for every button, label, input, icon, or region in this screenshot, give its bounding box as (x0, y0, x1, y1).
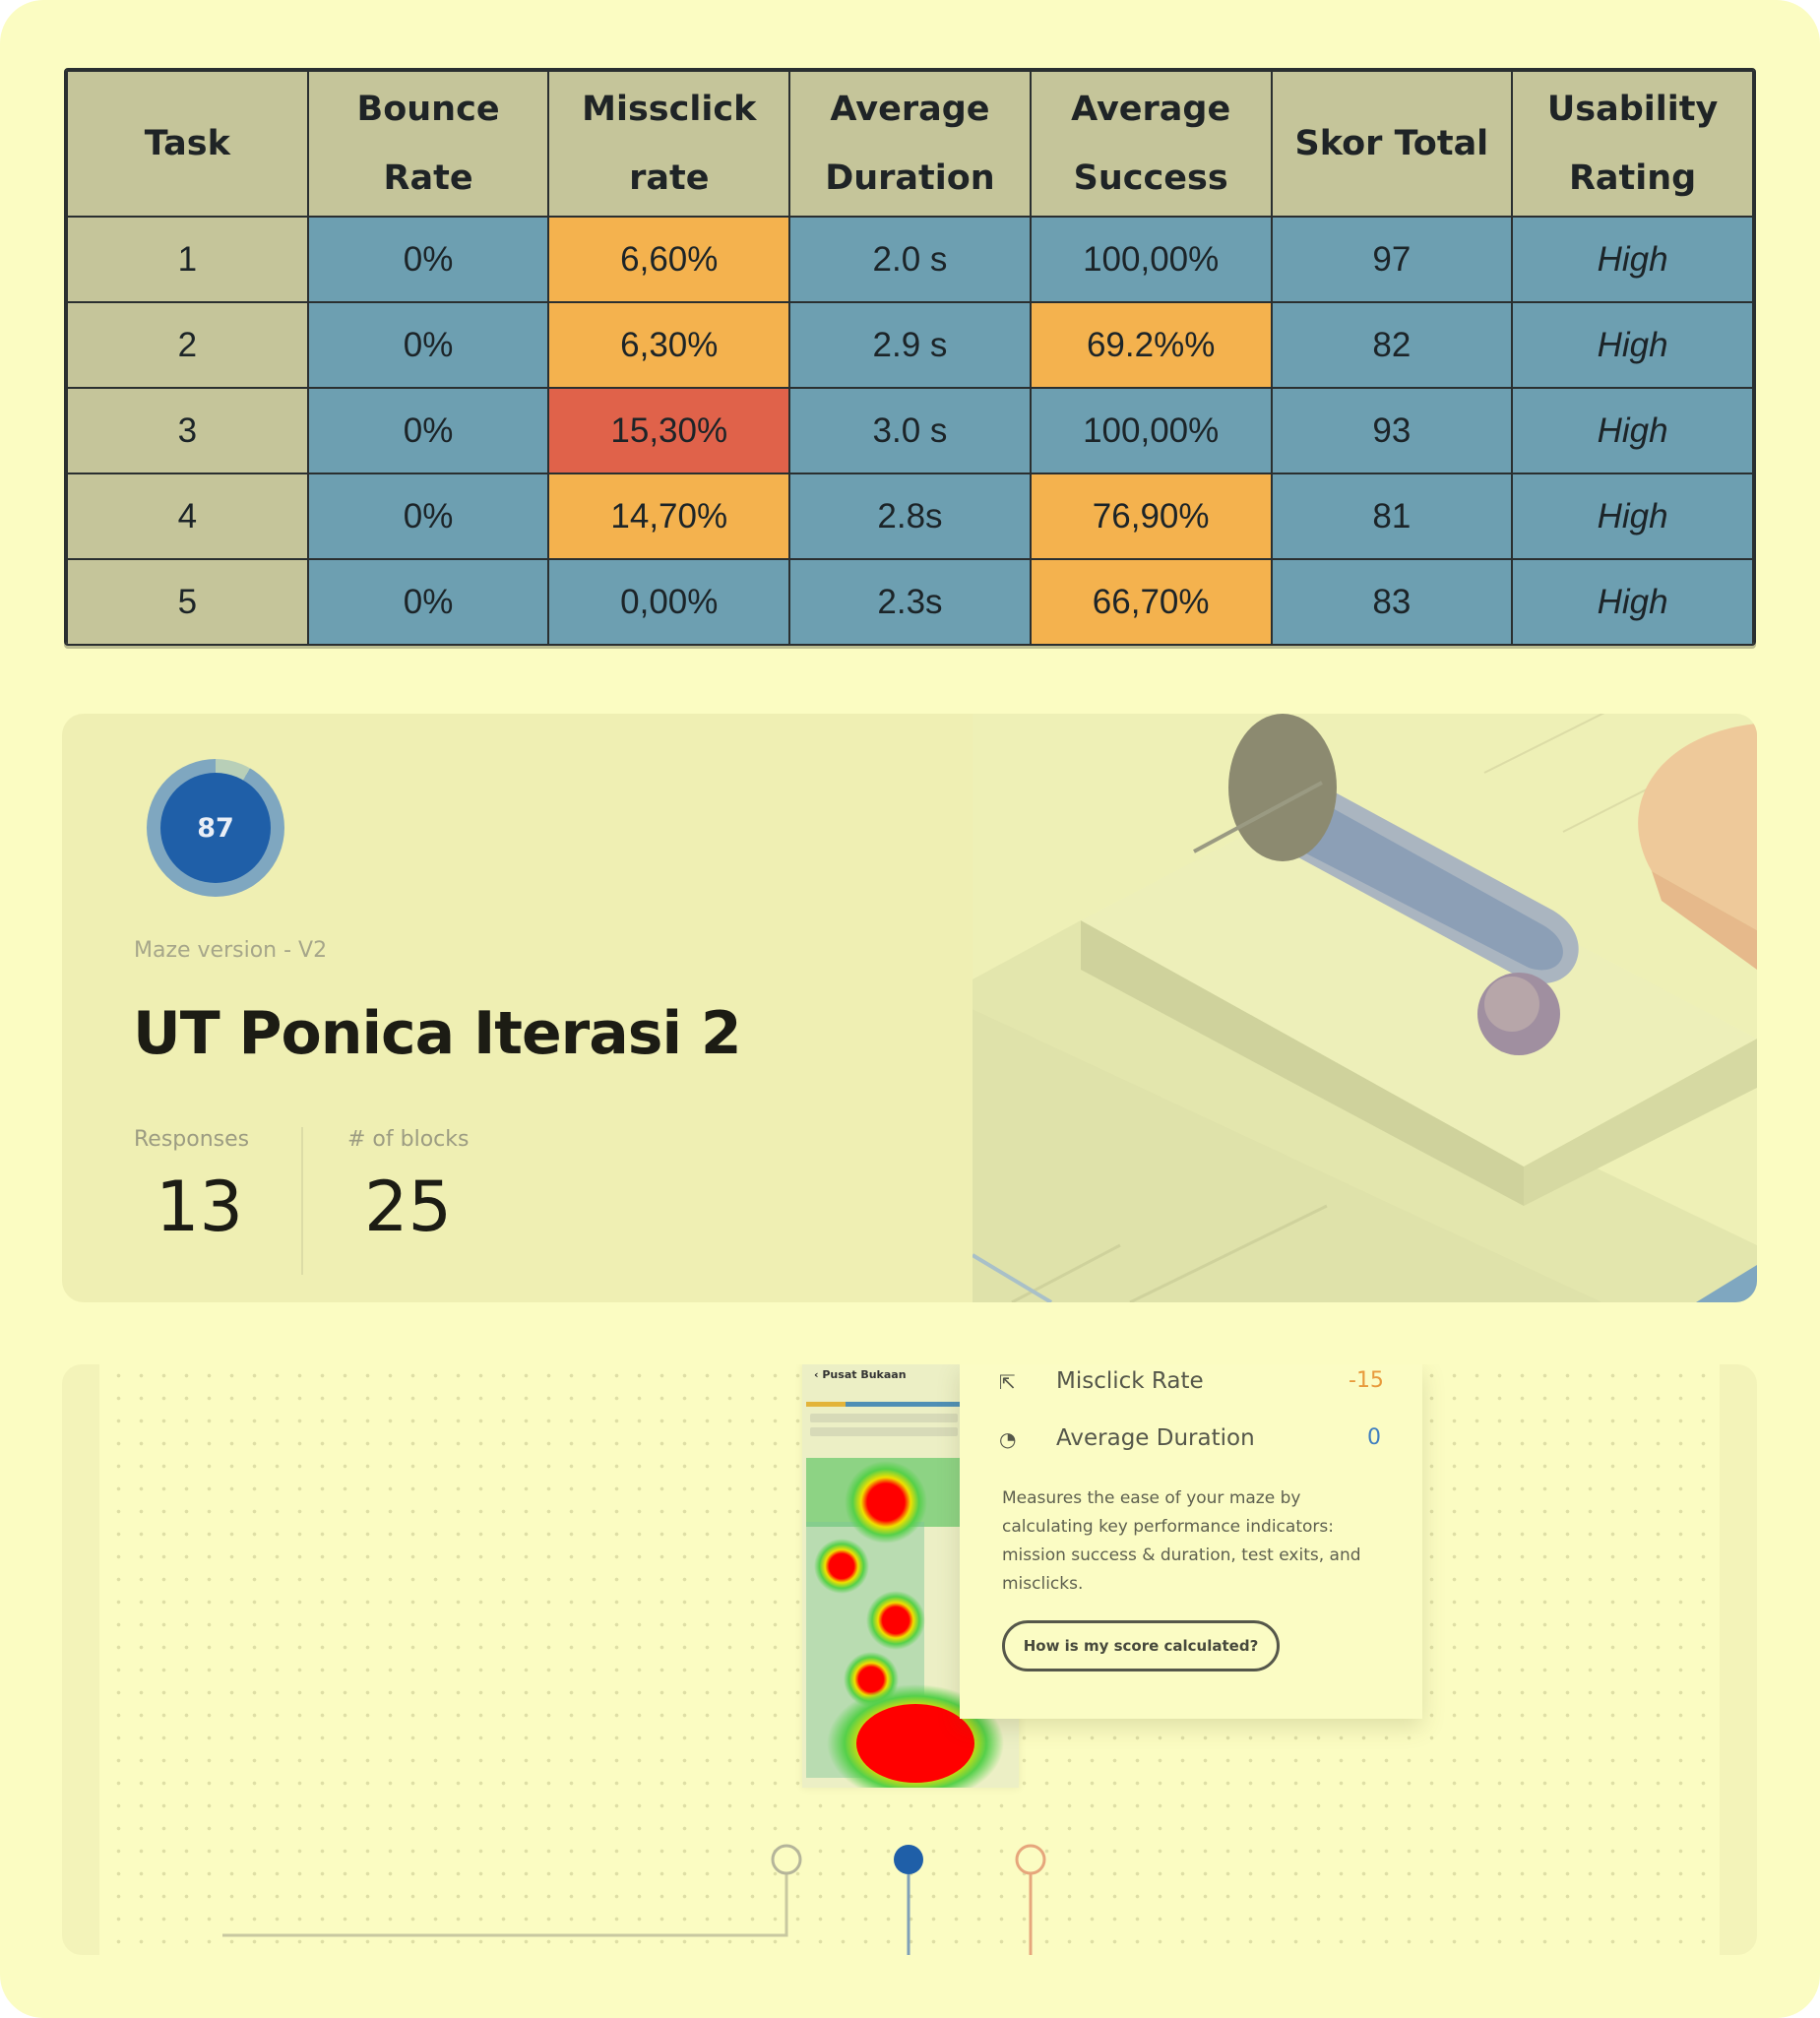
cell-average-duration: 2.3s (788, 558, 1032, 644)
heatmap-screen-preview: ‹ Pusat Bukaan (802, 1364, 1019, 1788)
blocks-label: # of blocks (347, 1127, 470, 1152)
cell-average-success: 100,00% (1029, 216, 1273, 303)
cell-average-success: 76,90% (1029, 473, 1273, 560)
clock-icon: ◔ (999, 1427, 1017, 1451)
cell-average-duration: 3.0 s (788, 387, 1032, 474)
cell-missclick-rate: 14,70% (547, 473, 791, 560)
cell-usability-rating: High (1511, 216, 1754, 303)
cell-skor-total: 82 (1270, 301, 1514, 389)
cell-average-success: 69.2%% (1029, 301, 1273, 389)
cell-bounce-rate: 0% (306, 216, 550, 303)
cell-skor-total: 93 (1270, 387, 1514, 474)
blocks-value: 25 (364, 1167, 453, 1247)
table-row: 5 0% 0,00% 2.3s 66,70% 83 High (66, 558, 1754, 644)
cell-task: 5 (66, 558, 309, 644)
score-badge: 87 (160, 773, 271, 883)
cell-skor-total: 81 (1270, 473, 1514, 560)
table-row: 2 0% 6,30% 2.9 s 69.2%% 82 High (66, 301, 1754, 389)
cell-missclick-rate: 6,60% (547, 216, 791, 303)
cell-average-success: 100,00% (1029, 387, 1273, 474)
cell-average-success: 66,70% (1029, 558, 1273, 644)
stats-divider (301, 1127, 303, 1275)
score-description: Measures the ease of your maze by calcul… (1002, 1488, 1361, 1594)
cell-usability-rating: High (1511, 387, 1754, 474)
average-duration-value: 0 (1367, 1425, 1381, 1450)
cell-bounce-rate: 0% (306, 473, 550, 560)
header-bounce-rate: Bounce Rate (306, 70, 550, 218)
cell-task: 3 (66, 387, 309, 474)
cell-usability-rating: High (1511, 558, 1754, 644)
heatmap-section: ‹ Pusat Bukaan (62, 1364, 1757, 1955)
average-duration-label: Average Duration (1056, 1425, 1255, 1451)
misclick-rate-value: -15 (1349, 1368, 1384, 1393)
cell-usability-rating: High (1511, 473, 1754, 560)
timeline-connectors (222, 1844, 1046, 1955)
cell-bounce-rate: 0% (306, 387, 550, 474)
section-edge-right (1720, 1364, 1757, 1955)
responses-label: Responses (134, 1127, 250, 1152)
cursor-click-icon: ⇱ (999, 1370, 1016, 1394)
header-average-duration: Average Duration (788, 70, 1032, 218)
phone-row (810, 1414, 958, 1422)
misclick-rate-label: Misclick Rate (1056, 1368, 1204, 1394)
maze-title: UT Ponica Iterasi 2 (133, 999, 742, 1068)
maze-illustration (973, 714, 1757, 1302)
header-task: Task (66, 70, 309, 218)
click-heatmap-overlay (806, 1458, 1004, 1788)
table-row: 4 0% 14,70% 2.8s 76,90% 81 High (66, 473, 1754, 560)
cell-bounce-rate: 0% (306, 301, 550, 389)
table-row: 3 0% 15,30% 3.0 s 100,00% 93 High (66, 387, 1754, 474)
phone-back-label: Pusat Bukaan (822, 1368, 907, 1381)
section-edge-left (62, 1364, 99, 1955)
header-missclick-rate: Missclick rate (547, 70, 791, 218)
score-ring: 87 (147, 759, 284, 897)
header-usability-rating: Usability Rating (1511, 70, 1754, 218)
maze-version-label: Maze version - V2 (134, 938, 328, 963)
header-average-success: Average Success (1029, 70, 1273, 218)
table-row: 1 0% 6,60% 2.0 s 100,00% 97 High (66, 216, 1754, 303)
cell-task: 2 (66, 301, 309, 389)
cell-missclick-rate: 15,30% (547, 387, 791, 474)
cell-usability-rating: High (1511, 301, 1754, 389)
cell-average-duration: 2.9 s (788, 301, 1032, 389)
phone-progress-accent (806, 1402, 846, 1407)
cell-task: 1 (66, 216, 309, 303)
phone-row (810, 1427, 958, 1436)
cell-skor-total: 83 (1270, 558, 1514, 644)
responses-value: 13 (156, 1167, 244, 1247)
cell-skor-total: 97 (1270, 216, 1514, 303)
phone-back-link[interactable]: ‹ Pusat Bukaan (814, 1368, 907, 1381)
usability-results-table: Task Bounce Rate Missclick rate Average Du… (64, 68, 1756, 646)
table-header-row: Task Bounce Rate Missclick rate Average Du… (66, 70, 1754, 218)
cell-missclick-rate: 6,30% (547, 301, 791, 389)
cell-missclick-rate: 0,00% (547, 558, 791, 644)
phone-progress-bar (806, 1402, 962, 1407)
cell-bounce-rate: 0% (306, 558, 550, 644)
cell-average-duration: 2.8s (788, 473, 1032, 560)
how-score-calculated-button[interactable]: How is my score calculated? (1002, 1620, 1280, 1671)
header-skor-total: Skor Total (1270, 70, 1514, 218)
maze-summary-card: 87 Maze version - V2 UT Ponica Iterasi 2… (62, 714, 1757, 1302)
score-details-popup: ⇱ Misclick Rate -15 ◔ Average Duration 0… (960, 1364, 1422, 1719)
results-table: Task Bounce Rate Missclick rate Average Du… (66, 70, 1754, 644)
cell-task: 4 (66, 473, 309, 560)
cell-average-duration: 2.0 s (788, 216, 1032, 303)
